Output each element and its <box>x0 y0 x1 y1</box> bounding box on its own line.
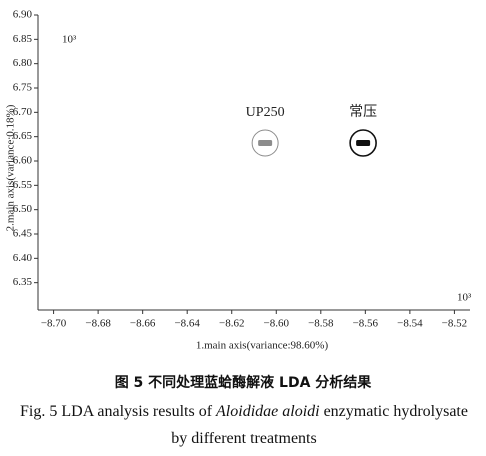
x-tick-label: −8.54 <box>397 318 423 330</box>
caption-cn: 图 5 不同处理蓝蛤酶解液 LDA 分析结果 <box>114 375 372 391</box>
point-label: 常压 <box>349 104 377 120</box>
caption-en-prefix: Fig. 5 LDA analysis results of <box>20 403 213 420</box>
y-tick-label: 6.45 <box>13 228 33 240</box>
y-tick-label: 6.75 <box>13 82 33 94</box>
x-axis-label: 1.main axis(variance:98.60%) <box>196 340 329 352</box>
y-tick-label: 6.55 <box>13 179 33 191</box>
caption-en: Fig. 5 LDA analysis results of Aloididae… <box>18 398 470 452</box>
x-tick-label: −8.64 <box>174 318 200 330</box>
caption-en-suffix: enzymatic hydrolysate by different treat… <box>171 403 468 447</box>
x-tick-label: −8.70 <box>41 318 67 330</box>
point-label: UP250 <box>246 105 285 120</box>
x-tick-label: −8.52 <box>442 318 467 330</box>
x-tick-label: −8.60 <box>264 318 290 330</box>
x-tick-label: −8.58 <box>308 318 334 330</box>
point-core <box>356 139 371 146</box>
y-tick-label: 6.40 <box>13 252 33 264</box>
y-tick-label: 6.50 <box>13 203 33 215</box>
x-tick-label: −8.66 <box>130 318 156 330</box>
y-tick-label: 6.85 <box>13 33 33 45</box>
x-multiplier: 10³ <box>457 292 472 304</box>
y-axis-label: 2.main axis(variance:0.18%) <box>5 104 17 231</box>
y-tick-label: 6.65 <box>13 130 33 142</box>
x-tick-label: −8.56 <box>353 318 379 330</box>
x-tick-label: −8.68 <box>85 318 111 330</box>
y-tick-label: 6.35 <box>13 276 33 288</box>
y-multiplier: 10³ <box>62 34 77 46</box>
point-core <box>258 139 273 146</box>
y-tick-label: 6.70 <box>13 106 33 118</box>
x-tick-label: −8.62 <box>219 318 244 330</box>
y-tick-label: 6.80 <box>13 57 33 69</box>
point <box>251 129 279 157</box>
point <box>349 129 377 157</box>
chart: 10³ 10³ 1.main axis(variance:98.60%) 2.m… <box>5 9 472 352</box>
y-tick-label: 6.90 <box>13 9 33 21</box>
y-tick-label: 6.60 <box>13 155 33 167</box>
caption-en-species: Aloididae aloidi <box>216 403 320 420</box>
